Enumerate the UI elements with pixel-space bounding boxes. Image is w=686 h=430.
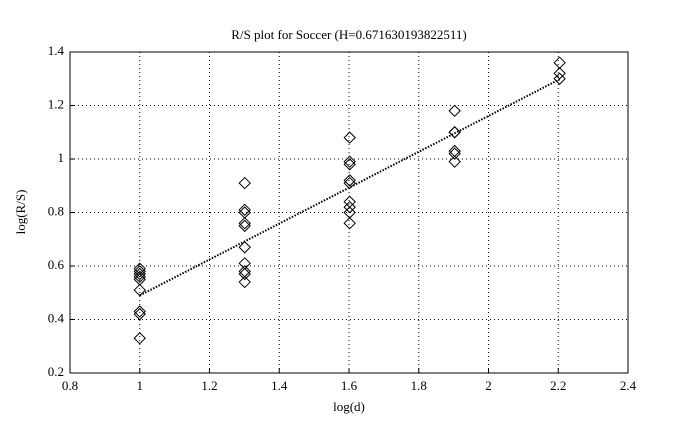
x-tick-label: 2	[485, 378, 492, 393]
diamond-marker	[133, 283, 146, 297]
chart-title: R/S plot for Soccer (H=0.671630193822511…	[231, 27, 466, 42]
diamond-marker	[343, 174, 356, 187]
y-tick-label: 1.4	[48, 43, 65, 58]
y-tick-label: 0.4	[48, 310, 65, 325]
diamond-marker	[343, 158, 356, 171]
diamond-marker	[448, 155, 461, 168]
diamond-marker	[238, 176, 251, 190]
diamond-marker	[133, 267, 146, 281]
diamond-marker	[343, 131, 356, 144]
y-tick-label: 0.6	[48, 257, 65, 272]
diamond-marker	[448, 147, 461, 160]
diamond-marker	[448, 104, 461, 118]
x-tick-label: 2.2	[550, 378, 566, 393]
diamond-marker	[133, 332, 146, 345]
y-tick-label: 1	[58, 150, 65, 165]
y-tick-label: 0.2	[48, 364, 64, 379]
x-tick-label: 1.2	[201, 378, 217, 393]
diamond-marker	[343, 200, 356, 214]
diamond-marker	[133, 305, 146, 318]
diamond-marker	[238, 241, 251, 254]
x-tick-label: 1	[137, 378, 144, 393]
diamond-marker	[238, 275, 251, 289]
x-tick-label: 0.8	[62, 378, 78, 393]
x-axis-label: log(d)	[333, 399, 365, 414]
plot-frame	[69, 51, 629, 374]
diamond-marker	[238, 203, 251, 217]
diamond-marker	[343, 155, 356, 168]
diamond-marker	[553, 72, 566, 85]
x-tick-label: 1.8	[411, 378, 427, 393]
y-tick-label: 1.2	[48, 96, 64, 111]
x-tick-label: 2.4	[620, 378, 637, 393]
diamond-marker	[133, 307, 146, 321]
y-axis-label: log(R/S)	[13, 190, 28, 235]
diamond-marker	[133, 265, 146, 278]
diamond-marker	[238, 219, 251, 233]
diamond-marker	[238, 267, 251, 281]
diamond-marker	[238, 216, 251, 230]
y-tick-label: 0.8	[48, 203, 64, 218]
fit-line	[139, 78, 561, 297]
x-tick-label: 1.4	[271, 378, 288, 393]
diamond-marker	[343, 216, 356, 230]
diamond-marker	[343, 176, 356, 190]
diamond-marker	[553, 67, 566, 80]
x-tick-label: 1.6	[341, 378, 358, 393]
diamond-marker	[448, 126, 461, 139]
diamond-marker	[133, 270, 146, 283]
